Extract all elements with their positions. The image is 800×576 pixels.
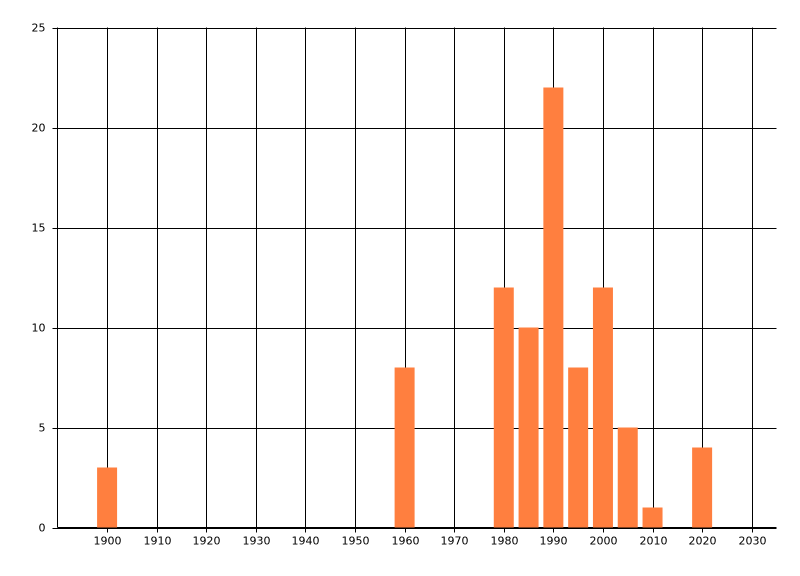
x-tick-label: 2030 bbox=[739, 535, 767, 548]
bar bbox=[543, 87, 564, 528]
x-tick-label: 1970 bbox=[441, 535, 469, 548]
bar bbox=[592, 287, 613, 528]
x-tick-label: 1910 bbox=[144, 535, 172, 548]
bar bbox=[493, 287, 514, 528]
bar bbox=[692, 447, 713, 528]
x-tick-label: 1900 bbox=[94, 535, 122, 548]
y-tick-label: 5 bbox=[39, 422, 46, 435]
x-tick-label: 1980 bbox=[491, 535, 519, 548]
x-tick-label: 2000 bbox=[590, 535, 618, 548]
x-tick-label: 1920 bbox=[193, 535, 221, 548]
bar bbox=[394, 367, 415, 528]
y-tick-label: 25 bbox=[32, 22, 46, 35]
x-tick-label: 2020 bbox=[689, 535, 717, 548]
y-tick-label: 15 bbox=[32, 222, 46, 235]
x-tick-label: 1940 bbox=[292, 535, 320, 548]
y-tick-label: 20 bbox=[32, 122, 46, 135]
bar bbox=[617, 427, 638, 528]
x-tick-label: 1950 bbox=[342, 535, 370, 548]
bar bbox=[518, 327, 539, 528]
x-tick-label: 1930 bbox=[243, 535, 271, 548]
y-tick-label: 10 bbox=[32, 322, 46, 335]
x-tick-label: 1960 bbox=[392, 535, 420, 548]
bar bbox=[97, 467, 118, 528]
bar bbox=[568, 367, 589, 528]
bar bbox=[642, 507, 663, 528]
x-tick-label: 1990 bbox=[540, 535, 568, 548]
y-tick-label: 0 bbox=[39, 522, 46, 535]
x-tick-label: 2010 bbox=[640, 535, 668, 548]
